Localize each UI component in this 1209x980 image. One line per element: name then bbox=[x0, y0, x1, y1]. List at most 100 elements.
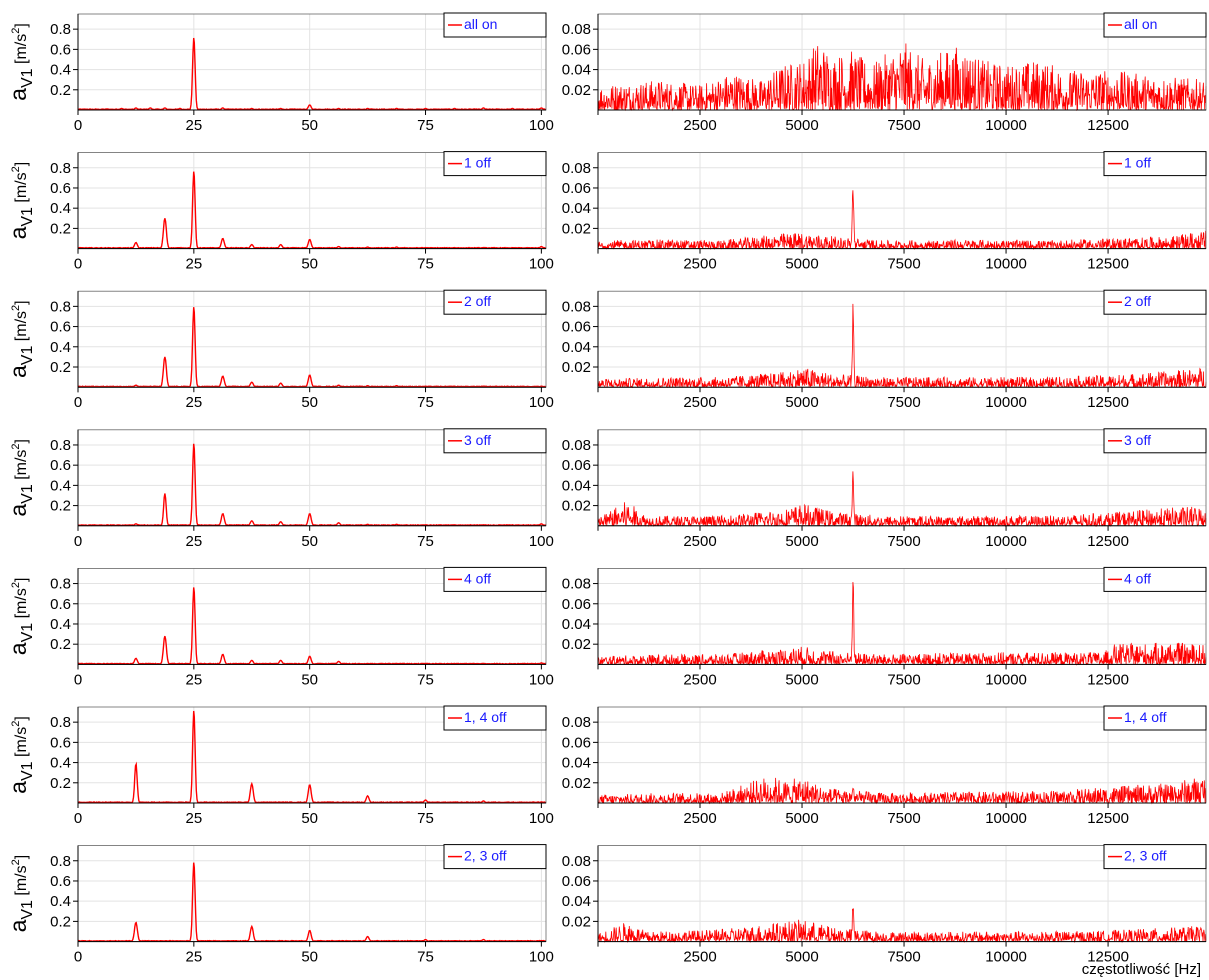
y-tick-label: 0.06 bbox=[562, 319, 591, 336]
panel-low-4: 0 25 50 75 100 0.2 0.4 0.6 0.8 3 off aV1 [m/s2] bbox=[5, 428, 554, 550]
y-tick-label: 0.04 bbox=[562, 893, 591, 910]
y-tick-label: 0.06 bbox=[562, 457, 591, 474]
x-tick-label: 10000 bbox=[985, 533, 1027, 550]
series-line bbox=[597, 190, 1207, 251]
y-tick-label: 0.2 bbox=[50, 636, 71, 653]
y-tick-label: 0.08 bbox=[562, 21, 591, 38]
x-tick-label: 0 bbox=[74, 394, 82, 411]
x-tick-label: 7500 bbox=[887, 671, 920, 688]
y-tick-label: 0.4 bbox=[50, 755, 71, 772]
x-tick-label: 0 bbox=[74, 256, 82, 273]
x-tick-label: 50 bbox=[301, 256, 318, 273]
y-tick-label: 0.8 bbox=[50, 576, 71, 593]
y-tick-label: 0.2 bbox=[50, 775, 71, 792]
legend-label: 1, 4 off bbox=[1124, 709, 1167, 725]
x-tick-label: 50 bbox=[301, 810, 318, 827]
legend-label: all on bbox=[464, 16, 497, 32]
y-tick-label: 0.06 bbox=[562, 180, 591, 197]
x-tick-label: 2500 bbox=[683, 949, 716, 966]
legend-label: 4 off bbox=[1124, 570, 1151, 586]
y-tick-label: 0.2 bbox=[50, 82, 71, 99]
panel-low-1: 0 25 50 75 100 0.2 0.4 0.6 0.8 all on aV1 [m/s2] bbox=[5, 12, 554, 134]
x-tick-label: 75 bbox=[417, 394, 434, 411]
y-tick-label: 0.08 bbox=[562, 576, 591, 593]
series-line bbox=[77, 37, 546, 111]
y-tick-label: 0.08 bbox=[562, 437, 591, 454]
y-tick-label: 0.4 bbox=[50, 477, 71, 494]
x-tick-label: 10000 bbox=[985, 810, 1027, 827]
legend-label: all on bbox=[1124, 16, 1157, 32]
y-tick-label: 0.8 bbox=[50, 437, 71, 454]
y-tick-label: 0.06 bbox=[562, 596, 591, 613]
x-tick-label: 25 bbox=[185, 949, 202, 966]
x-tick-label: 5000 bbox=[785, 810, 818, 827]
x-tick-label: 100 bbox=[529, 533, 554, 550]
x-tick-label: 7500 bbox=[887, 256, 920, 273]
x-tick-label: 7500 bbox=[887, 533, 920, 550]
x-tick-label: 75 bbox=[417, 256, 434, 273]
legend-label: 1 off bbox=[464, 155, 491, 171]
series-line bbox=[77, 307, 546, 388]
x-axis-label: częstotliwość [Hz] bbox=[1081, 961, 1201, 978]
y-tick-label: 0.08 bbox=[562, 160, 591, 177]
x-tick-label: 12500 bbox=[1087, 671, 1129, 688]
x-tick-label: 25 bbox=[185, 394, 202, 411]
x-tick-label: 100 bbox=[529, 256, 554, 273]
y-tick-label: 0.02 bbox=[562, 775, 591, 792]
x-tick-label: 100 bbox=[529, 810, 554, 827]
x-tick-label: 2500 bbox=[683, 671, 716, 688]
y-tick-label: 0.6 bbox=[50, 596, 71, 613]
y-tick-label: 0.8 bbox=[50, 714, 71, 731]
y-tick-label: 0.08 bbox=[562, 853, 591, 870]
y-axis-label: aV1 [m/s2] bbox=[5, 300, 36, 378]
x-tick-label: 25 bbox=[185, 117, 202, 134]
x-tick-label: 2500 bbox=[683, 256, 716, 273]
series-line bbox=[597, 303, 1207, 389]
series-line bbox=[597, 777, 1207, 805]
x-tick-label: 7500 bbox=[887, 394, 920, 411]
x-tick-label: 0 bbox=[74, 117, 82, 134]
y-tick-label: 0.4 bbox=[50, 893, 71, 910]
x-tick-label: 100 bbox=[529, 117, 554, 134]
y-tick-label: 0.4 bbox=[50, 200, 71, 217]
x-tick-label: 10000 bbox=[985, 949, 1027, 966]
panel-low-3: 0 25 50 75 100 0.2 0.4 0.6 0.8 2 off aV1 [m/s2] bbox=[5, 289, 554, 411]
x-tick-label: 12500 bbox=[1087, 810, 1129, 827]
x-tick-label: 75 bbox=[417, 949, 434, 966]
x-tick-label: 50 bbox=[301, 949, 318, 966]
y-tick-label: 0.6 bbox=[50, 41, 71, 58]
y-axis-label: aV1 [m/s2] bbox=[5, 162, 36, 240]
y-tick-label: 0.04 bbox=[562, 339, 591, 356]
y-tick-label: 0.4 bbox=[50, 62, 71, 79]
x-tick-label: 0 bbox=[74, 810, 82, 827]
x-tick-label: 50 bbox=[301, 117, 318, 134]
y-tick-label: 0.08 bbox=[562, 298, 591, 315]
x-tick-label: 100 bbox=[529, 949, 554, 966]
panel-low-5: 0 25 50 75 100 0.2 0.4 0.6 0.8 4 off aV1 [m/s2] bbox=[5, 566, 554, 688]
y-tick-label: 0.02 bbox=[562, 82, 591, 99]
x-tick-label: 7500 bbox=[887, 949, 920, 966]
y-tick-label: 0.02 bbox=[562, 636, 591, 653]
x-tick-label: 2500 bbox=[683, 533, 716, 550]
y-tick-label: 0.8 bbox=[50, 298, 71, 315]
x-tick-label: 50 bbox=[301, 533, 318, 550]
x-tick-label: 50 bbox=[301, 671, 318, 688]
y-axis-label: aV1 [m/s2] bbox=[5, 23, 36, 101]
y-tick-label: 0.8 bbox=[50, 853, 71, 870]
x-tick-label: 2500 bbox=[683, 810, 716, 827]
panel-high-6: 2500 5000 7500 10000 12500 0.02 0.04 0.06 0.08 1,… bbox=[562, 705, 1207, 827]
legend-label: 2, 3 off bbox=[1124, 848, 1167, 864]
x-tick-label: 100 bbox=[529, 671, 554, 688]
y-tick-label: 0.2 bbox=[50, 913, 71, 930]
series-line bbox=[597, 582, 1207, 666]
x-tick-label: 5000 bbox=[785, 671, 818, 688]
legend-label: 3 off bbox=[1124, 432, 1151, 448]
y-tick-label: 0.04 bbox=[562, 200, 591, 217]
y-tick-label: 0.04 bbox=[562, 755, 591, 772]
series-line bbox=[77, 710, 547, 804]
series-line bbox=[597, 908, 1207, 944]
x-tick-label: 5000 bbox=[785, 256, 818, 273]
series-line bbox=[77, 443, 547, 527]
legend-label: 4 off bbox=[464, 570, 491, 586]
x-tick-label: 25 bbox=[185, 256, 202, 273]
